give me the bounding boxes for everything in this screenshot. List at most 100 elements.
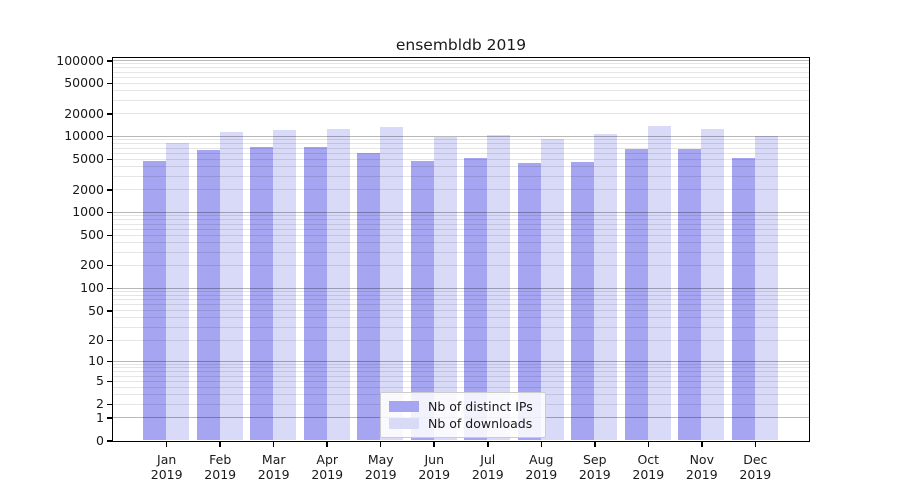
x-tick-mark bbox=[272, 442, 275, 447]
x-tick-label-sep: Sep 2019 bbox=[578, 452, 611, 482]
y-tick-label-50: 50 bbox=[88, 302, 104, 318]
x-tick-label-may: May 2019 bbox=[364, 452, 397, 482]
y-tick-label-50000: 50000 bbox=[64, 75, 104, 91]
bar-jul-distinct-ips bbox=[464, 158, 488, 440]
y-tick-label-2000: 2000 bbox=[72, 181, 104, 197]
y-tick-mark bbox=[107, 440, 112, 442]
y-tick-label-10000: 10000 bbox=[64, 128, 104, 144]
x-tick-mark bbox=[165, 442, 168, 447]
x-tick-mark bbox=[701, 442, 703, 447]
x-tick-label-apr: Apr 2019 bbox=[311, 452, 344, 482]
gridline-50000 bbox=[113, 82, 809, 84]
legend-swatch-icon bbox=[389, 401, 419, 412]
bar-mar-distinct-ips bbox=[250, 147, 274, 440]
gridline-100000 bbox=[113, 60, 809, 61]
x-tick-mark bbox=[219, 442, 221, 447]
y-tick-mark bbox=[107, 158, 112, 161]
y-tick-label-0: 0 bbox=[96, 432, 104, 448]
y-tick-mark bbox=[107, 113, 112, 115]
x-tick-label-aug: Aug 2019 bbox=[525, 452, 558, 482]
y-tick-mark bbox=[107, 417, 112, 419]
y-tick-label-5000: 5000 bbox=[72, 151, 104, 167]
y-tick-mark bbox=[107, 403, 112, 406]
x-tick-mark bbox=[540, 442, 542, 447]
bar-nov-downloads bbox=[701, 128, 725, 440]
x-tick-mark bbox=[754, 442, 757, 447]
y-tick-label-5: 5 bbox=[96, 373, 104, 389]
x-tick-mark bbox=[647, 442, 650, 447]
gridline-90000 bbox=[113, 63, 809, 65]
bar-apr-distinct-ips bbox=[303, 146, 327, 440]
x-tick-label-dec: Dec 2019 bbox=[739, 452, 772, 482]
y-tick-label-100000: 100000 bbox=[56, 52, 104, 68]
bar-oct-downloads bbox=[647, 125, 671, 440]
bar-oct-distinct-ips bbox=[624, 148, 648, 440]
y-tick-mark bbox=[107, 360, 112, 363]
x-tick-label-nov: Nov 2019 bbox=[685, 452, 718, 482]
bar-mar-downloads bbox=[273, 130, 297, 440]
gridline-30000 bbox=[113, 99, 809, 101]
y-tick-mark bbox=[107, 264, 112, 267]
bar-may-downloads bbox=[380, 126, 404, 440]
gridline-70000 bbox=[113, 71, 809, 73]
x-tick-mark bbox=[433, 442, 435, 447]
x-tick-mark bbox=[487, 442, 489, 447]
x-tick-label-jan: Jan 2019 bbox=[150, 452, 183, 482]
legend: Nb of distinct IPs Nb of downloads bbox=[380, 392, 546, 438]
y-tick-label-500: 500 bbox=[80, 227, 104, 243]
bar-aug-distinct-ips bbox=[517, 163, 541, 440]
y-tick-label-1: 1 bbox=[96, 409, 104, 425]
x-tick-label-mar: Mar 2019 bbox=[257, 452, 290, 482]
gridline-40000 bbox=[113, 90, 809, 92]
y-tick-mark bbox=[107, 287, 112, 290]
bar-nov-distinct-ips bbox=[678, 149, 702, 440]
gridline-60000 bbox=[113, 76, 809, 78]
y-tick-mark bbox=[107, 211, 112, 214]
x-tick-label-jun: Jun 2019 bbox=[418, 452, 451, 482]
bar-jan-downloads bbox=[166, 142, 190, 440]
legend-entry-distinct-ips: Nb of distinct IPs bbox=[389, 398, 537, 415]
bar-aug-downloads bbox=[540, 139, 564, 440]
y-tick-mark bbox=[107, 339, 112, 341]
bar-jun-distinct-ips bbox=[410, 160, 434, 440]
x-tick-label-feb: Feb 2019 bbox=[204, 452, 237, 482]
y-tick-label-200: 200 bbox=[80, 257, 104, 273]
bar-sep-distinct-ips bbox=[571, 161, 595, 440]
y-tick-label-10: 10 bbox=[88, 353, 104, 369]
plot-area bbox=[112, 57, 810, 442]
y-tick-mark bbox=[107, 189, 112, 191]
bar-apr-downloads bbox=[326, 129, 350, 440]
y-tick-mark bbox=[107, 82, 112, 85]
bar-may-distinct-ips bbox=[357, 153, 381, 440]
x-tick-mark bbox=[594, 442, 596, 447]
y-tick-mark bbox=[107, 135, 112, 138]
y-tick-label-20000: 20000 bbox=[64, 105, 104, 121]
y-tick-mark bbox=[107, 234, 112, 237]
y-tick-label-20: 20 bbox=[88, 332, 104, 347]
x-tick-label-oct: Oct 2019 bbox=[632, 452, 665, 482]
bar-feb-distinct-ips bbox=[196, 150, 220, 440]
chart-title: ensembldb 2019 bbox=[395, 36, 527, 54]
x-tick-mark bbox=[379, 442, 382, 447]
legend-label: Nb of downloads bbox=[428, 416, 533, 431]
bar-jan-distinct-ips bbox=[143, 161, 167, 440]
x-tick-label-jul: Jul 2019 bbox=[471, 452, 504, 482]
y-tick-label-2: 2 bbox=[96, 396, 104, 412]
legend-label: Nb of distinct IPs bbox=[428, 399, 533, 414]
bar-sep-downloads bbox=[594, 134, 618, 440]
y-tick-mark bbox=[107, 380, 112, 383]
bar-jul-downloads bbox=[487, 134, 511, 440]
legend-swatch-icon bbox=[389, 418, 419, 429]
bar-dec-distinct-ips bbox=[731, 157, 755, 440]
x-tick-mark bbox=[326, 442, 328, 447]
bar-jun-downloads bbox=[433, 137, 457, 440]
y-tick-mark bbox=[107, 310, 112, 312]
y-tick-label-1000: 1000 bbox=[72, 204, 104, 220]
gridline-20000 bbox=[113, 113, 809, 115]
legend-entry-downloads: Nb of downloads bbox=[389, 415, 537, 432]
gridline-80000 bbox=[113, 67, 809, 69]
bar-dec-downloads bbox=[754, 136, 778, 440]
y-tick-label-100: 100 bbox=[80, 280, 104, 296]
y-tick-mark bbox=[107, 60, 112, 62]
